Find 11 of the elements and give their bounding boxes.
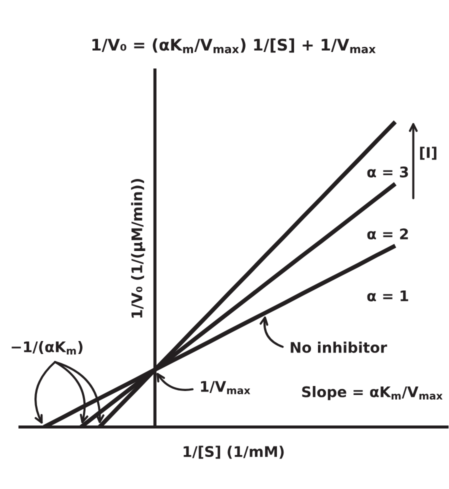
y-axis-title: 1/V₀ (1/(μM/min)) [131, 179, 146, 318]
x-axis-title: 1/[S] (1/mM) [184, 446, 284, 459]
text: [I] [420, 146, 436, 160]
series-label: α = 1 [367, 290, 408, 302]
annotation: No inhibitor [290, 342, 388, 353]
series-label: α = 3 [367, 166, 408, 178]
annotation: Slope = αK$_{m}$/V$_{max}$ [302, 386, 443, 400]
annotation: −1/(αK$_{m}$) [12, 341, 82, 354]
chart-title: 1/V₀ = (αK$_{m}$/V$_{max}$) 1/[S] + 1/V$_{max}$ [92, 38, 376, 54]
series-label: α = 2 [367, 228, 408, 240]
annotation: 1/V$_{max}$ [201, 381, 250, 394]
